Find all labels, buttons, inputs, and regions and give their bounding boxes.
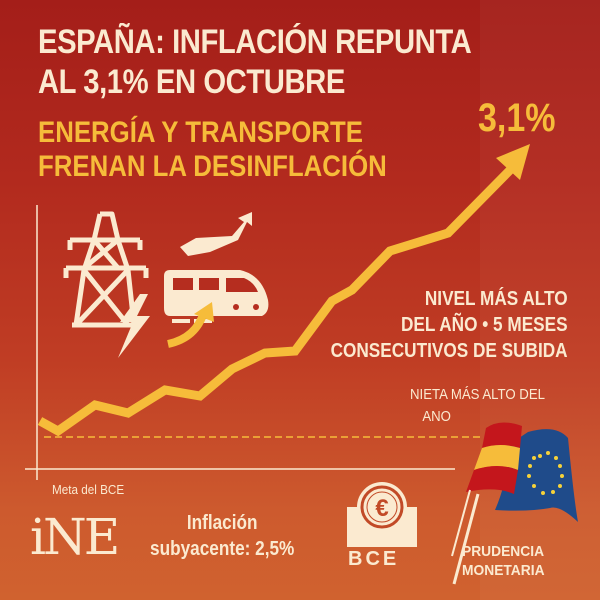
power-tower-icon	[63, 211, 149, 328]
title-line-2: AL 3,1% EN OCTUBRE	[38, 63, 345, 101]
inflation-trend-line	[37, 160, 520, 437]
annotation-secondary: NIETA MÁS ALTO DEL ANO	[410, 384, 545, 428]
svg-text:€: €	[375, 495, 388, 522]
spain-flag-icon	[451, 422, 522, 557]
prudence-line-1: PRUDENCIA	[462, 543, 545, 560]
headline-value: 3,1%	[478, 96, 556, 140]
bce-label: BCE	[348, 548, 400, 570]
subtitle-line-2: FRENAN LA DESINFLACIÓN	[38, 150, 387, 183]
title-line-1: ESPAÑA: INFLACIÓN REPUNTA	[38, 23, 472, 61]
airplane-arrow-icon	[180, 212, 252, 256]
lightning-icon	[118, 294, 150, 358]
note-line-3: CONSECUTIVOS DE SUBIDA	[330, 340, 568, 362]
note2-line-2: ANO	[422, 408, 451, 425]
prudence-line-2: MONETARIA	[462, 562, 545, 579]
monetary-prudence-label: PRUDENCIA MONETARIA	[462, 542, 545, 580]
subtitle-line-1: ENERGÍA Y TRANSPORTE	[38, 116, 363, 149]
note2-line-1: NIETA MÁS ALTO DEL	[410, 386, 545, 403]
ecb-target-label: Meta del BCE	[52, 482, 125, 497]
core-inflation-label: Inflación	[186, 512, 258, 534]
divider-slash	[452, 493, 480, 585]
trend-arrowhead	[496, 144, 530, 180]
train-icon	[164, 270, 269, 323]
subtitle: ENERGÍA Y TRANSPORTE FRENAN LA DESINFLAC…	[38, 116, 387, 184]
up-arrow-icon	[167, 302, 214, 348]
annotation-highest-level: NIVEL MÁS ALTO DEL AÑO • 5 MESES CONSECU…	[331, 286, 568, 364]
note-line-2: DEL AÑO • 5 MESES	[401, 314, 568, 336]
page-title: ESPAÑA: INFLACIÓN REPUNTA AL 3,1% EN OCT…	[38, 22, 472, 102]
core-inflation-value: subyacente: 2,5%	[150, 538, 295, 560]
euro-coin-icon: €	[347, 482, 417, 547]
note-line-1: NIVEL MÁS ALTO	[425, 288, 568, 310]
core-inflation: Inflación subyacente: 2,5%	[150, 510, 294, 562]
ine-logo: iNE	[30, 508, 120, 566]
